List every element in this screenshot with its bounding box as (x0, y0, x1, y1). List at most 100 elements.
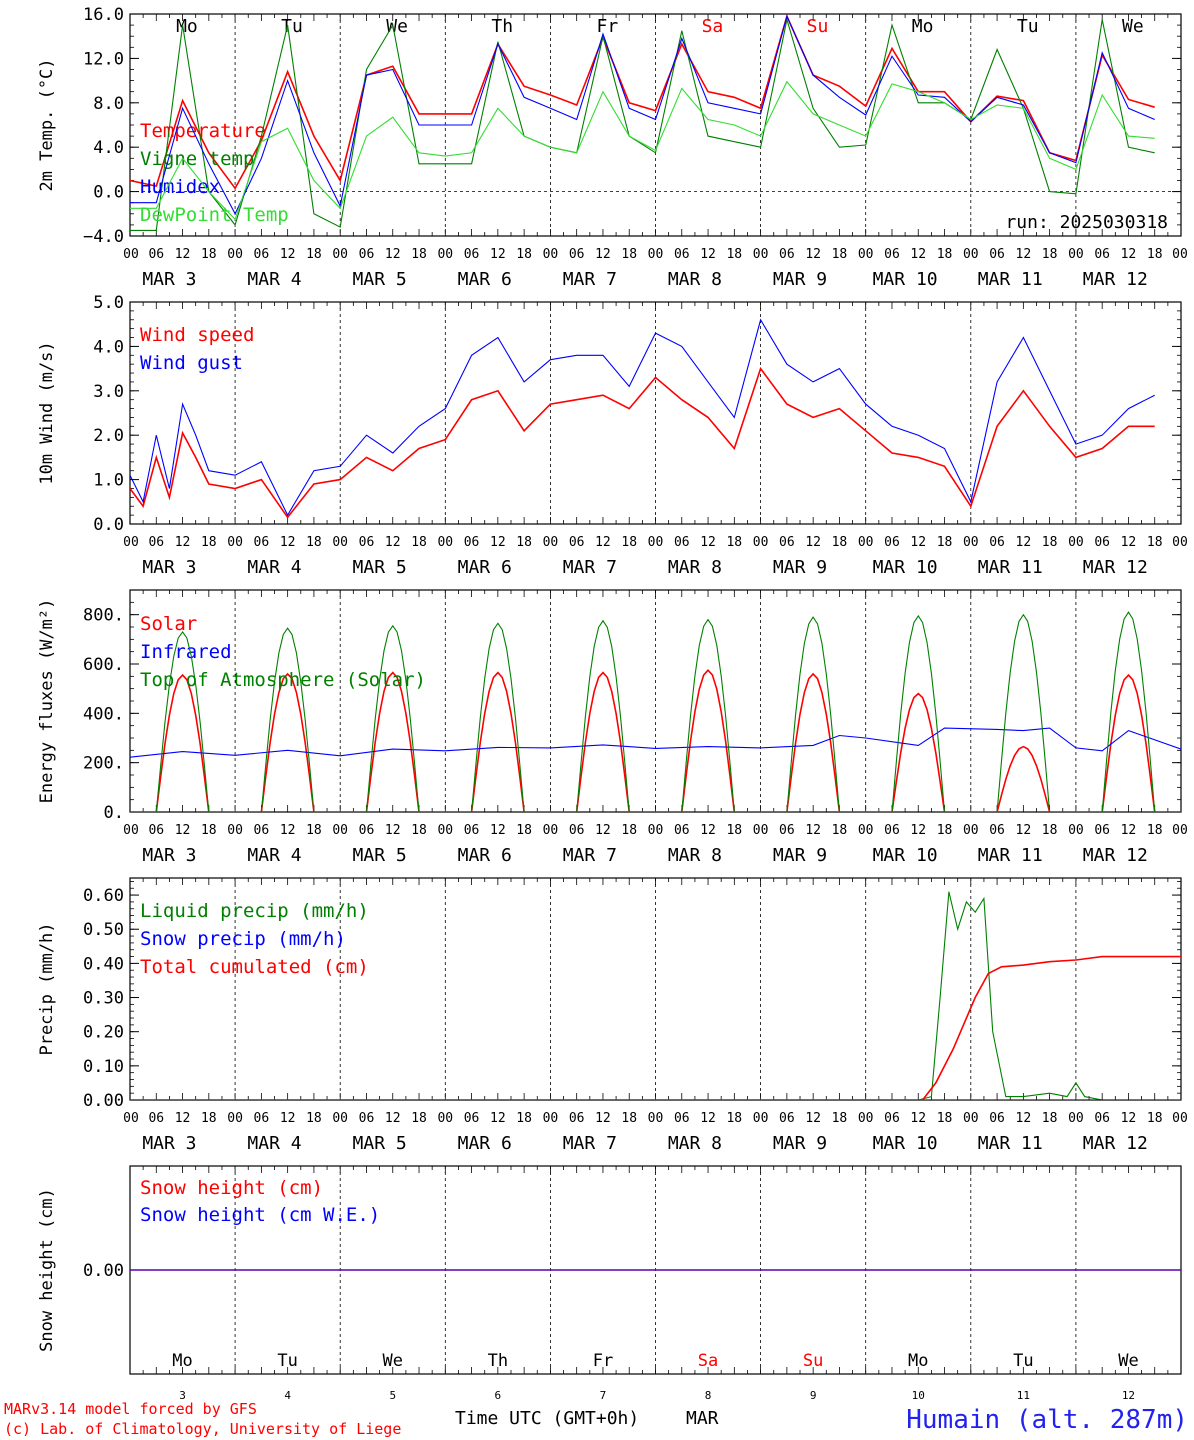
hour-label: 12 (1121, 1111, 1137, 1126)
run-label: run: 2025030318 (1005, 212, 1168, 233)
hour-label: 12 (595, 247, 611, 262)
hour-label: 12 (175, 1111, 191, 1126)
hour-label: 00 (332, 823, 348, 838)
hour-label: 00 (648, 823, 664, 838)
hour-label: 18 (201, 247, 217, 262)
y-tick-label: 4.0 (93, 138, 124, 158)
hour-label: 18 (937, 535, 953, 550)
hour-label: 00 (1172, 535, 1188, 550)
hour-label: 18 (201, 1111, 217, 1126)
month-label: MAR (686, 1408, 719, 1429)
hour-label: 18 (201, 823, 217, 838)
hour-label: 12 (700, 247, 716, 262)
hour-label: 00 (123, 535, 139, 550)
date-label: MAR 9 (773, 557, 827, 578)
y-tick-label: 0.50 (83, 920, 124, 940)
y-tick-label: 0. (104, 803, 124, 823)
hour-label: 18 (306, 823, 322, 838)
hour-label: 18 (411, 247, 427, 262)
hour-label: 18 (726, 247, 742, 262)
hour-label: 12 (385, 535, 401, 550)
legend-entry: Infrared (140, 641, 232, 663)
y-tick-label: 0.0 (93, 183, 124, 203)
hour-label: 12 (490, 247, 506, 262)
panel-4: 0.00 0.10 0.20 0.30 0.40 0.50 0.60 Precip (mm/h… (37, 877, 1188, 1154)
hour-label: 00 (332, 1111, 348, 1126)
hour-label: 06 (1094, 823, 1110, 838)
y-tick-label: −4.0 (83, 227, 124, 247)
hour-label: 12 (805, 535, 821, 550)
hour-label: 06 (884, 1111, 900, 1126)
hour-label: 06 (464, 1111, 480, 1126)
hour-label: 12 (280, 823, 296, 838)
day-number: 12 (1122, 1389, 1135, 1402)
day-number: 8 (705, 1389, 712, 1402)
hour-label: 12 (385, 823, 401, 838)
hour-label: 12 (700, 823, 716, 838)
hour-label: 06 (148, 823, 164, 838)
hour-label: 06 (569, 1111, 585, 1126)
y-tick-label: 200. (83, 754, 124, 774)
hour-label: 18 (306, 1111, 322, 1126)
date-label: MAR 3 (142, 269, 196, 290)
hour-label: 06 (359, 1111, 375, 1126)
hour-label: 00 (543, 247, 559, 262)
hour-label: 12 (1121, 535, 1137, 550)
hour-label: 00 (1172, 247, 1188, 262)
hour-label: 12 (595, 535, 611, 550)
model-credit: MARv3.14 model forced by GFS (4, 1400, 257, 1418)
hour-label: 06 (569, 535, 585, 550)
hour-label: 12 (910, 247, 926, 262)
hour-label: 18 (306, 535, 322, 550)
y-tick-label: 0.0 (93, 515, 124, 535)
hour-label: 12 (1016, 1111, 1032, 1126)
hour-label: 18 (832, 247, 848, 262)
hour-label: 18 (411, 823, 427, 838)
hour-label: 00 (753, 823, 769, 838)
y-tick-label: 5.0 (93, 293, 124, 313)
hour-label: 00 (753, 1111, 769, 1126)
y-tick-label: 3.0 (93, 382, 124, 402)
y-tick-label: 0.40 (83, 954, 124, 974)
date-label: MAR 10 (873, 269, 938, 290)
date-label: MAR 9 (773, 1133, 827, 1154)
hour-label: 06 (884, 247, 900, 262)
day-label: Mo (176, 16, 198, 37)
hour-label: 18 (516, 823, 532, 838)
hour-label: 00 (648, 247, 664, 262)
hour-label: 06 (464, 535, 480, 550)
day-label: Fr (596, 16, 618, 37)
day-label: We (383, 1351, 403, 1371)
hour-label: 18 (726, 1111, 742, 1126)
hour-label: 00 (963, 535, 979, 550)
hour-label: 06 (674, 247, 690, 262)
hour-label: 06 (569, 247, 585, 262)
hour-label: 12 (700, 1111, 716, 1126)
y-tick-label: 12.0 (83, 49, 124, 69)
hour-label: 00 (332, 535, 348, 550)
hour-label: 06 (674, 823, 690, 838)
date-label: MAR 8 (668, 557, 722, 578)
legend-entry: Solar (140, 613, 197, 635)
hour-label: 00 (543, 823, 559, 838)
hour-label: 18 (726, 823, 742, 838)
hour-label: 12 (280, 535, 296, 550)
hour-label: 00 (1172, 1111, 1188, 1126)
y-axis-label: 2m Temp. (°C) (37, 58, 57, 191)
legend-entry: Temperature (140, 120, 266, 142)
date-label: MAR 9 (773, 269, 827, 290)
time-axis-label: Time UTC (GMT+0h) (455, 1408, 639, 1429)
hour-label: 00 (648, 535, 664, 550)
date-label: MAR 4 (247, 557, 301, 578)
day-label: Tu (1013, 1351, 1033, 1371)
hour-label: 06 (359, 247, 375, 262)
hour-label: 12 (805, 1111, 821, 1126)
day-label: Mo (172, 1351, 192, 1371)
date-label: MAR 5 (353, 845, 407, 866)
hour-label: 00 (123, 823, 139, 838)
hour-label: 12 (805, 823, 821, 838)
y-tick-label: 0.00 (83, 1091, 124, 1111)
day-label: Sa (698, 1351, 718, 1371)
hour-label: 18 (621, 535, 637, 550)
